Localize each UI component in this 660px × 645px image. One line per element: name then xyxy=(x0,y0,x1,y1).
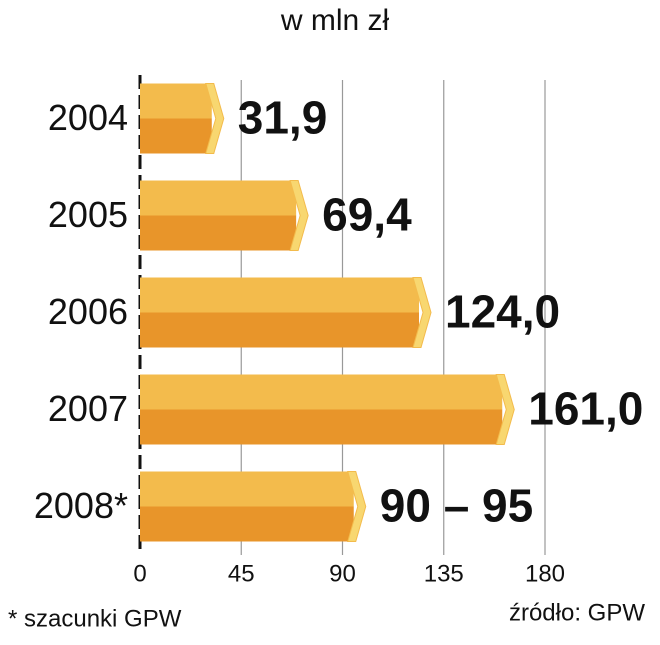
bar-top xyxy=(140,471,354,507)
value-label: 69,4 xyxy=(322,189,412,241)
y-tick-label: 2008* xyxy=(34,485,128,526)
value-label: 161,0 xyxy=(528,383,643,435)
bar-top xyxy=(140,83,212,119)
x-tick-label: 0 xyxy=(133,560,146,587)
y-tick-label: 2005 xyxy=(48,194,128,235)
y-tick-label: 2007 xyxy=(48,388,128,429)
value-label: 90 – 95 xyxy=(380,480,533,532)
bar-top xyxy=(140,180,297,216)
chart-title: w mln zł xyxy=(280,4,390,37)
x-tick-label: 180 xyxy=(525,560,565,587)
value-label: 124,0 xyxy=(445,286,560,338)
bar xyxy=(140,409,503,445)
bar-tip xyxy=(289,180,309,251)
y-tick-label: 2006 xyxy=(48,291,128,332)
source: źródło: GPW xyxy=(509,599,645,626)
bar-tip xyxy=(495,374,515,445)
bar-tip xyxy=(205,83,225,154)
footnote: * szacunki GPW xyxy=(8,605,182,632)
x-tick-label: 45 xyxy=(228,560,255,587)
y-tick-label: 2004 xyxy=(48,97,128,138)
x-tick-label: 90 xyxy=(329,560,356,587)
bar xyxy=(140,215,297,251)
bar xyxy=(140,506,354,542)
bar-top xyxy=(140,374,503,410)
bar-top xyxy=(140,277,419,313)
value-label: 31,9 xyxy=(238,92,328,144)
bar xyxy=(140,118,212,154)
bar-tip xyxy=(412,277,432,348)
bar-tip xyxy=(347,471,367,542)
bar xyxy=(140,312,419,348)
x-tick-label: 135 xyxy=(424,560,464,587)
